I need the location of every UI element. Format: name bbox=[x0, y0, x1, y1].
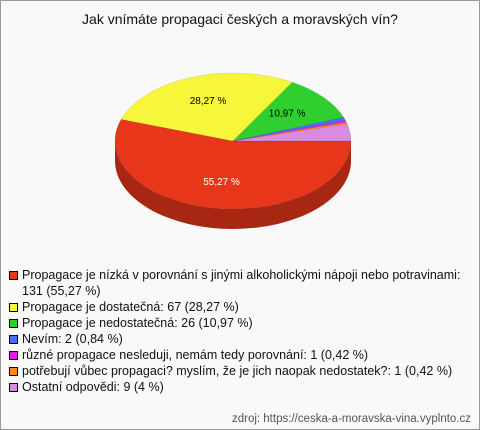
legend-item: Nevím: 2 (0,84 %) bbox=[9, 331, 471, 347]
legend-swatch bbox=[9, 367, 18, 376]
legend-swatch bbox=[9, 351, 18, 360]
legend-label: potřebují vůbec propagaci? myslím, že je… bbox=[22, 364, 453, 378]
legend-label: Nevím: 2 (0,84 %) bbox=[22, 332, 123, 346]
data-label: 55,27 % bbox=[203, 177, 240, 188]
slice bbox=[232, 122, 348, 142]
slice bbox=[120, 72, 293, 142]
slice bbox=[232, 120, 347, 142]
slice-side bbox=[115, 141, 351, 229]
data-label: 28,27 % bbox=[190, 96, 227, 107]
legend: Propagace je nízká v porovnání s jinými … bbox=[9, 267, 471, 395]
chart-title: Jak vnímáte propagaci českých a moravský… bbox=[82, 11, 398, 27]
slice bbox=[232, 117, 346, 142]
slice bbox=[232, 81, 344, 142]
legend-swatch bbox=[9, 303, 18, 312]
legend-item: potřebují vůbec propagaci? myslím, že je… bbox=[9, 363, 471, 379]
legend-item: Propagace je nedostatečná: 26 (10,97 %) bbox=[9, 315, 471, 331]
legend-label: Propagace je dostatečná: 67 (28,27 %) bbox=[22, 300, 239, 314]
legend-label: Propagace je nedostatečná: 26 (10,97 %) bbox=[22, 316, 253, 330]
data-label: 10,97 % bbox=[269, 108, 306, 119]
legend-item: Propagace je nízká v porovnání s jinými … bbox=[9, 267, 471, 299]
slice bbox=[114, 119, 352, 210]
legend-label: různé propagace nesleduji, nemám tedy po… bbox=[22, 348, 369, 362]
pie: 55,27 % 28,27 % 10,97 % bbox=[114, 72, 352, 229]
legend-swatch bbox=[9, 271, 18, 280]
legend-swatch bbox=[9, 383, 18, 392]
legend-label: Propagace je nízká v porovnání s jinými … bbox=[22, 268, 461, 298]
legend-item: Propagace je dostatečná: 67 (28,27 %) bbox=[9, 299, 471, 315]
legend-item: různé propagace nesleduji, nemám tedy po… bbox=[9, 347, 471, 363]
legend-swatch bbox=[9, 335, 18, 344]
legend-label: Ostatní odpovědi: 9 (4 %) bbox=[22, 380, 164, 394]
source: zdroj: https://ceska-a-moravska-vina.vyp… bbox=[231, 413, 471, 425]
slice bbox=[232, 123, 352, 142]
legend-swatch bbox=[9, 319, 18, 328]
legend-item: Ostatní odpovědi: 9 (4 %) bbox=[9, 379, 471, 395]
